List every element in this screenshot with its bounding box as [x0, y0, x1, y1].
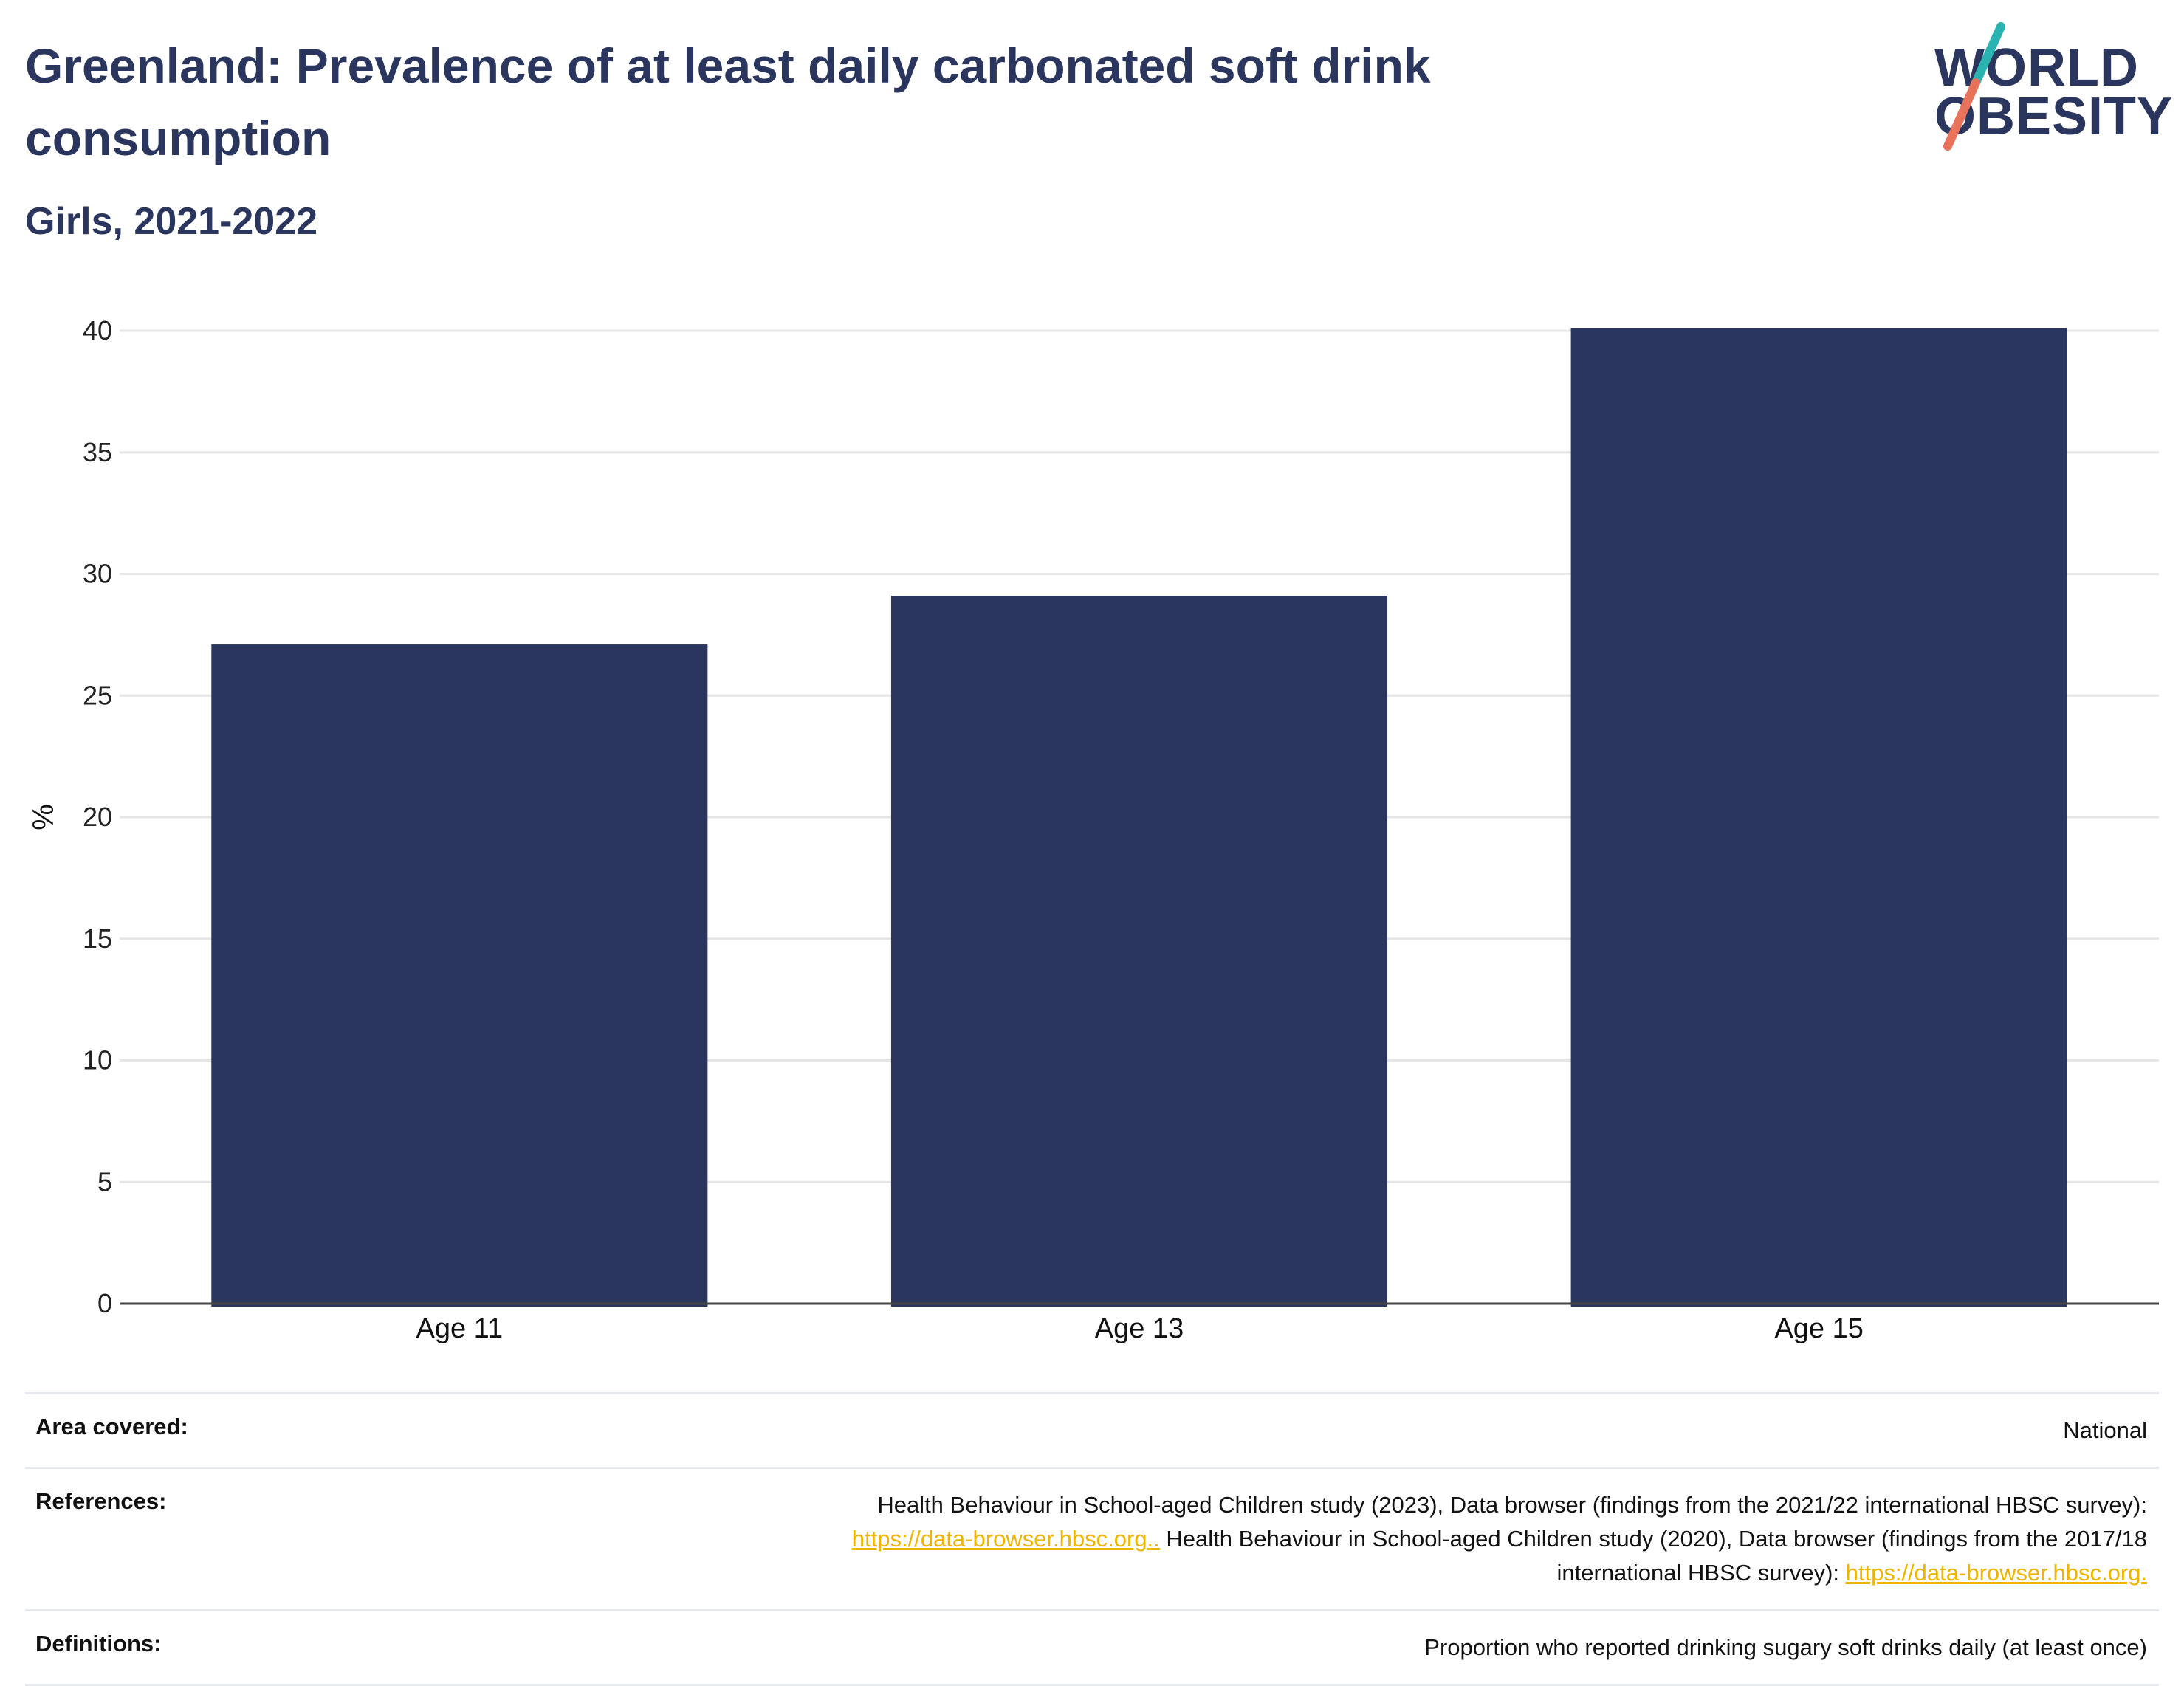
definitions-label: Definitions:	[35, 1631, 162, 1656]
y-tick-label: 25	[83, 680, 112, 710]
bar[interactable]	[1570, 328, 2067, 1307]
footer-row-references: References: Health Behaviour in School-a…	[25, 1467, 2159, 1609]
y-tick-label: 5	[97, 1166, 112, 1197]
bar[interactable]	[890, 596, 1388, 1307]
references-label: References:	[35, 1488, 167, 1514]
reference-text-2: Health Behaviour in School-aged Children…	[1159, 1526, 2147, 1552]
x-tick-label: Age 15	[1774, 1313, 1863, 1344]
bar-chart: 0 5 10 15 20 25 30 35 40 Age 11 Age 13 Age 15%	[27, 315, 2159, 1344]
y-tick-label: 10	[83, 1045, 112, 1076]
logo-line1: WORLD	[1934, 38, 2139, 97]
y-tick-label: 15	[83, 923, 112, 954]
y-tick-label: 30	[83, 559, 112, 589]
y-axis-label: %	[27, 804, 60, 830]
footer-row-area: Area covered: National	[25, 1392, 2159, 1467]
y-tick-label: 20	[83, 802, 112, 832]
area-label: Area covered:	[35, 1414, 188, 1439]
references-value: Health Behaviour in School-aged Children…	[852, 1488, 2147, 1590]
reference-link-1[interactable]: https://data-browser.hbsc.org..	[851, 1526, 1160, 1552]
chart-subtitle: Girls, 2021-2022	[25, 200, 318, 243]
definitions-value: Proportion who reported drinking sugary …	[1424, 1634, 2147, 1660]
logo-slash-icon	[1943, 22, 2005, 151]
chart-title: Greenland: Prevalence of at least daily …	[25, 38, 1431, 165]
reference-text-3: international HBSC survey):	[1556, 1560, 1846, 1586]
area-value: National	[2063, 1417, 2147, 1443]
y-tick-label: 40	[83, 315, 112, 345]
axes: 0 5 10 15 20 25 30 35 40 Age 11 Age 13 Age 15%	[27, 315, 2159, 1344]
y-tick-label: 0	[97, 1288, 112, 1318]
bars	[211, 328, 2067, 1307]
y-tick-label: 35	[83, 437, 112, 467]
world-obesity-logo: WORLD OBESITY	[1927, 22, 2172, 155]
x-tick-label: Age 11	[416, 1313, 504, 1344]
reference-link-2[interactable]: https://data-browser.hbsc.org.	[1845, 1560, 2147, 1586]
chart-footer: Area covered: National References: Healt…	[25, 1392, 2159, 1686]
reference-text-1: Health Behaviour in School-aged Children…	[877, 1492, 2147, 1518]
x-tick-label: Age 13	[1095, 1313, 1184, 1344]
footer-row-definitions: Definitions: Proportion who reported dri…	[25, 1609, 2159, 1686]
bar[interactable]	[211, 644, 708, 1307]
